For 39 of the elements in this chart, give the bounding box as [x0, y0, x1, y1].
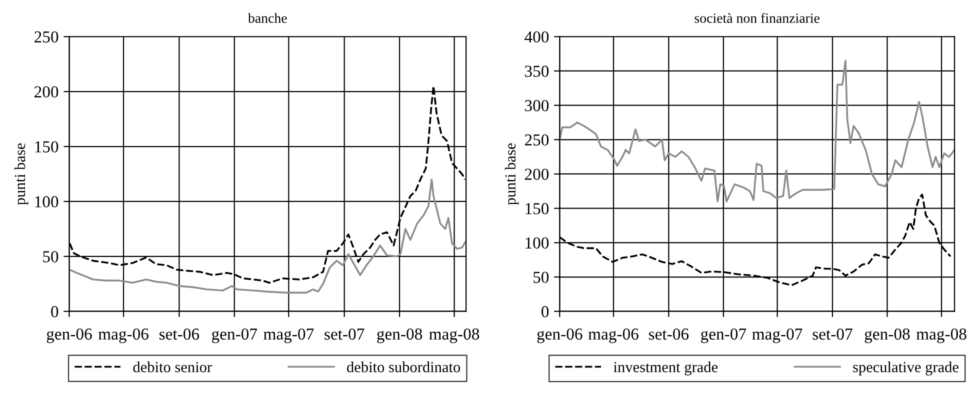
y-axis-title: punti base: [504, 143, 519, 205]
legend-label: debito senior: [133, 362, 212, 372]
x-tick-label: mag-06: [588, 328, 638, 344]
x-tick-label: gen-06: [537, 328, 582, 344]
legend-label: debito subordinato: [347, 362, 460, 372]
y-tick-label: 300: [525, 100, 549, 112]
y-tick-label: 150: [35, 141, 58, 152]
chart-title: banche: [248, 13, 287, 23]
x-tick-label: gen-08: [864, 328, 910, 344]
y-tick-label: 200: [34, 86, 58, 98]
x-tick-label: set-07: [812, 328, 852, 340]
x-tick-label: mag-07: [752, 328, 802, 344]
y-tick-label: 0: [51, 306, 58, 318]
x-tick-label: mag-08: [429, 328, 480, 344]
x-tick-label: mag-07: [264, 328, 314, 344]
x-tick-label: mag-06: [98, 328, 148, 344]
x-tick-label: mag-08: [916, 328, 966, 344]
y-tick-label: 0: [542, 306, 549, 318]
y-axis-title: punti base: [14, 143, 28, 205]
x-tick-label: gen-07: [212, 328, 258, 344]
x-tick-label: set-06: [649, 328, 689, 340]
x-tick-label: gen-07: [701, 328, 746, 344]
x-tick-label: gen-08: [377, 328, 422, 344]
x-tick-label: set-07: [324, 328, 364, 340]
y-tick-label: 100: [526, 237, 549, 249]
y-tick-label: 350: [525, 66, 549, 77]
y-tick-label: 250: [524, 134, 549, 146]
y-tick-label: 200: [524, 168, 549, 180]
x-tick-label: set-06: [159, 328, 200, 340]
y-tick-label: 150: [526, 203, 549, 214]
legend-label: speculative grade: [853, 362, 958, 376]
x-tick-label: gen-06: [46, 328, 92, 344]
chart-title: società non finanziarie: [694, 12, 820, 23]
legend-label: investment grade: [614, 362, 718, 376]
y-tick-label: 100: [35, 196, 58, 208]
y-tick-label: 50: [534, 272, 549, 283]
y-tick-label: 400: [524, 31, 549, 43]
y-tick-label: 50: [43, 251, 58, 262]
y-tick-label: 250: [34, 31, 58, 43]
